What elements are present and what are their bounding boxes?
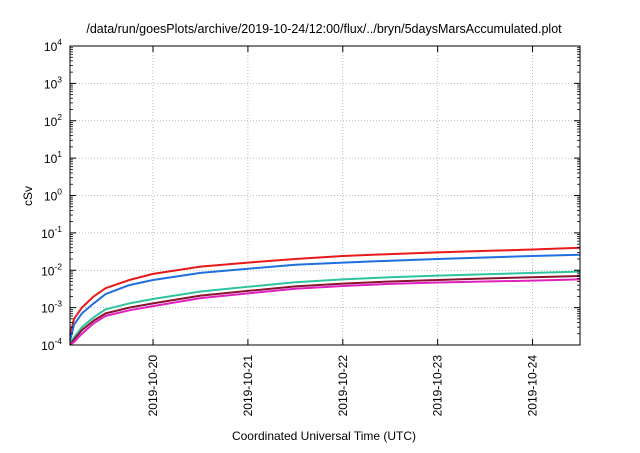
- x-tick-label: 2019-10-23: [431, 355, 445, 417]
- plot-frame: [69, 45, 581, 346]
- series-line-2: [69, 253, 581, 341]
- y-axis-label: cSv: [21, 186, 35, 206]
- y-tick-label: 10-3: [41, 299, 62, 316]
- y-tick-label: 102: [44, 112, 62, 129]
- y-tick-label: 104: [44, 37, 62, 54]
- y-tick-label: 100: [44, 187, 62, 204]
- x-tick-label: 2019-10-22: [336, 355, 350, 417]
- y-tick-label: 10-2: [41, 261, 62, 278]
- chart-title: /data/run/goesPlots/archive/2019-10-24/1…: [86, 22, 562, 36]
- y-tick-label: 10-1: [41, 224, 62, 241]
- x-tick-label: 2019-10-21: [241, 355, 255, 417]
- x-axis-label: Coordinated Universal Time (UTC): [232, 429, 416, 443]
- series-line-1: [69, 246, 581, 336]
- series-line-3: [69, 270, 581, 345]
- y-tick-label: 101: [44, 149, 62, 166]
- x-tick-label: 2019-10-24: [526, 355, 540, 417]
- y-tick-label: 10-4: [41, 336, 62, 353]
- ticks: 10-4 10-3 10-2 10-1 100 101 102 103 104 2019-10-2…: [41, 37, 580, 416]
- y-tick-label: 103: [44, 74, 62, 91]
- series-lines: [69, 246, 581, 346]
- x-tick-label: 2019-10-20: [146, 355, 160, 417]
- series-line-5: [69, 278, 581, 346]
- series-line-4: [69, 275, 581, 346]
